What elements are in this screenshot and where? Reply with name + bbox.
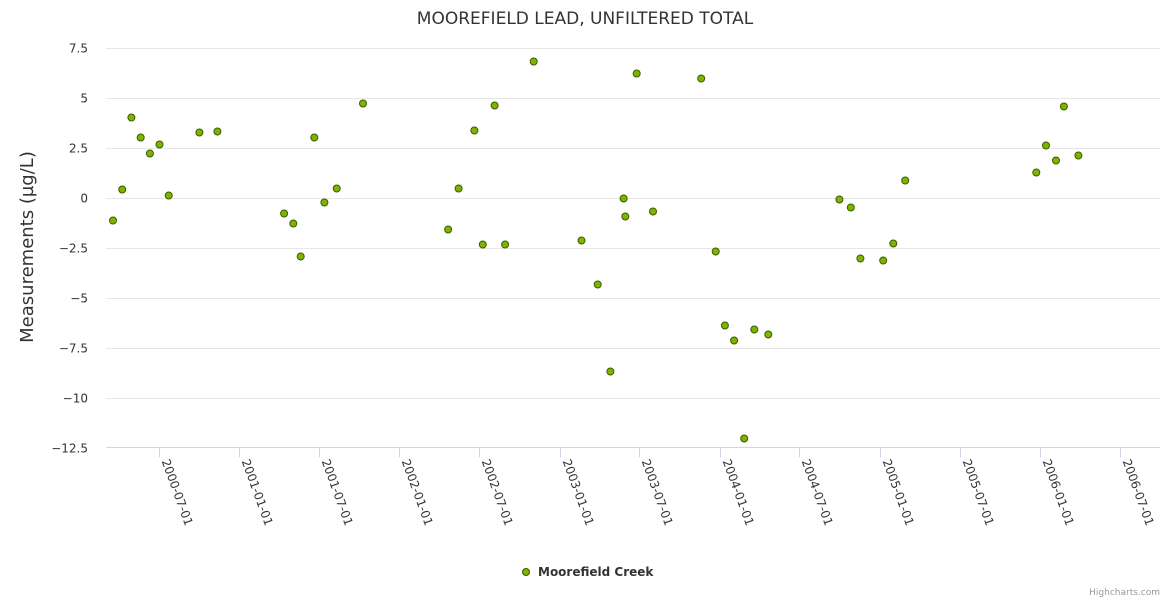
x-tick-label: 2004-07-01 <box>799 457 836 527</box>
data-point[interactable] <box>280 209 289 218</box>
gridlines <box>106 48 1160 399</box>
data-point[interactable] <box>720 321 729 330</box>
data-point[interactable] <box>1032 168 1041 177</box>
data-point[interactable] <box>619 194 628 203</box>
data-point[interactable] <box>289 219 298 228</box>
data-point[interactable] <box>1042 141 1050 150</box>
x-tick-label: 2002-07-01 <box>479 457 516 527</box>
data-point[interactable] <box>501 240 510 249</box>
y-tick-label: 7.5 <box>69 42 88 56</box>
data-point[interactable] <box>478 240 487 249</box>
data-point[interactable] <box>359 99 367 108</box>
y-tick-label: −10 <box>63 392 88 406</box>
data-point[interactable] <box>835 195 844 204</box>
y-tick-label: −5 <box>70 292 88 306</box>
data-point[interactable] <box>577 236 586 245</box>
series-moorefield-creek <box>109 57 1083 443</box>
data-point[interactable] <box>1059 102 1068 111</box>
data-point[interactable] <box>454 184 463 193</box>
y-tick-label: −2.5 <box>59 242 88 256</box>
data-point[interactable] <box>593 280 602 289</box>
y-tick-label: 2.5 <box>69 142 88 156</box>
legend-item-moorefield-creek[interactable]: Moorefield Creek <box>538 565 654 579</box>
y-tick-label: −7.5 <box>59 342 88 356</box>
x-tick-label: 2001-01-01 <box>239 457 276 527</box>
x-tick-label: 2005-01-01 <box>880 457 917 527</box>
data-point[interactable] <box>649 207 657 216</box>
data-point[interactable] <box>730 336 739 345</box>
y-tick-label: −12.5 <box>51 442 88 456</box>
data-point[interactable] <box>320 198 329 207</box>
data-point[interactable] <box>118 185 127 194</box>
credits-link[interactable]: Highcharts.com <box>1089 588 1160 598</box>
data-point[interactable] <box>632 69 641 78</box>
y-tick-label: 0 <box>80 192 88 206</box>
x-tick-label: 2005-07-01 <box>960 457 997 527</box>
data-point[interactable] <box>740 434 749 443</box>
data-point[interactable] <box>490 101 499 110</box>
x-tick-label: 2006-01-01 <box>1040 457 1077 527</box>
data-point[interactable] <box>195 128 204 137</box>
data-point[interactable] <box>310 133 319 142</box>
data-point[interactable] <box>332 184 341 193</box>
data-point[interactable] <box>856 254 865 263</box>
data-point[interactable] <box>764 330 773 339</box>
data-point[interactable] <box>1052 156 1060 165</box>
data-point[interactable] <box>136 133 145 142</box>
data-point[interactable] <box>606 367 615 376</box>
legend[interactable]: Moorefield Creek <box>522 565 655 579</box>
x-tick-label: 2000-07-01 <box>159 457 196 527</box>
x-tick-label: 2006-07-01 <box>1120 457 1157 527</box>
x-tick-label: 2002-01-01 <box>399 457 436 527</box>
y-tick-label: 5 <box>80 92 88 106</box>
x-tick-label: 2001-07-01 <box>319 457 356 527</box>
data-point[interactable] <box>697 74 706 83</box>
data-point[interactable] <box>155 140 164 149</box>
data-point[interactable] <box>109 216 117 225</box>
data-point[interactable] <box>127 113 136 122</box>
x-tick-label: 2003-01-01 <box>560 457 597 527</box>
data-point[interactable] <box>444 225 453 234</box>
legend-marker <box>522 568 530 576</box>
data-point[interactable] <box>711 247 720 256</box>
data-point[interactable] <box>901 176 910 185</box>
data-point[interactable] <box>145 149 154 158</box>
data-point[interactable] <box>296 252 305 261</box>
data-point[interactable] <box>889 239 898 248</box>
data-point[interactable] <box>750 325 759 334</box>
x-axis: 2000-07-01 2001-01-01 2001-07-01 2002-01-01… <box>159 447 1157 528</box>
data-point[interactable] <box>1074 151 1083 160</box>
data-point[interactable] <box>879 256 888 265</box>
x-tick-label: 2004-01-01 <box>720 457 757 527</box>
data-point[interactable] <box>164 191 173 200</box>
x-tick-label: 2003-07-01 <box>639 457 676 527</box>
y-axis: 7.5 5 2.5 0 −2.5 −5 −7.5 −10 −12.5 <box>51 42 88 456</box>
chart-title: MOOREFIELD LEAD, UNFILTERED TOTAL <box>417 9 754 29</box>
data-point[interactable] <box>470 126 479 135</box>
data-point[interactable] <box>621 212 630 221</box>
data-point[interactable] <box>846 203 855 212</box>
data-point[interactable] <box>529 57 538 66</box>
data-point[interactable] <box>213 127 222 136</box>
y-axis-title: Measurements (µg/L) <box>17 151 38 343</box>
